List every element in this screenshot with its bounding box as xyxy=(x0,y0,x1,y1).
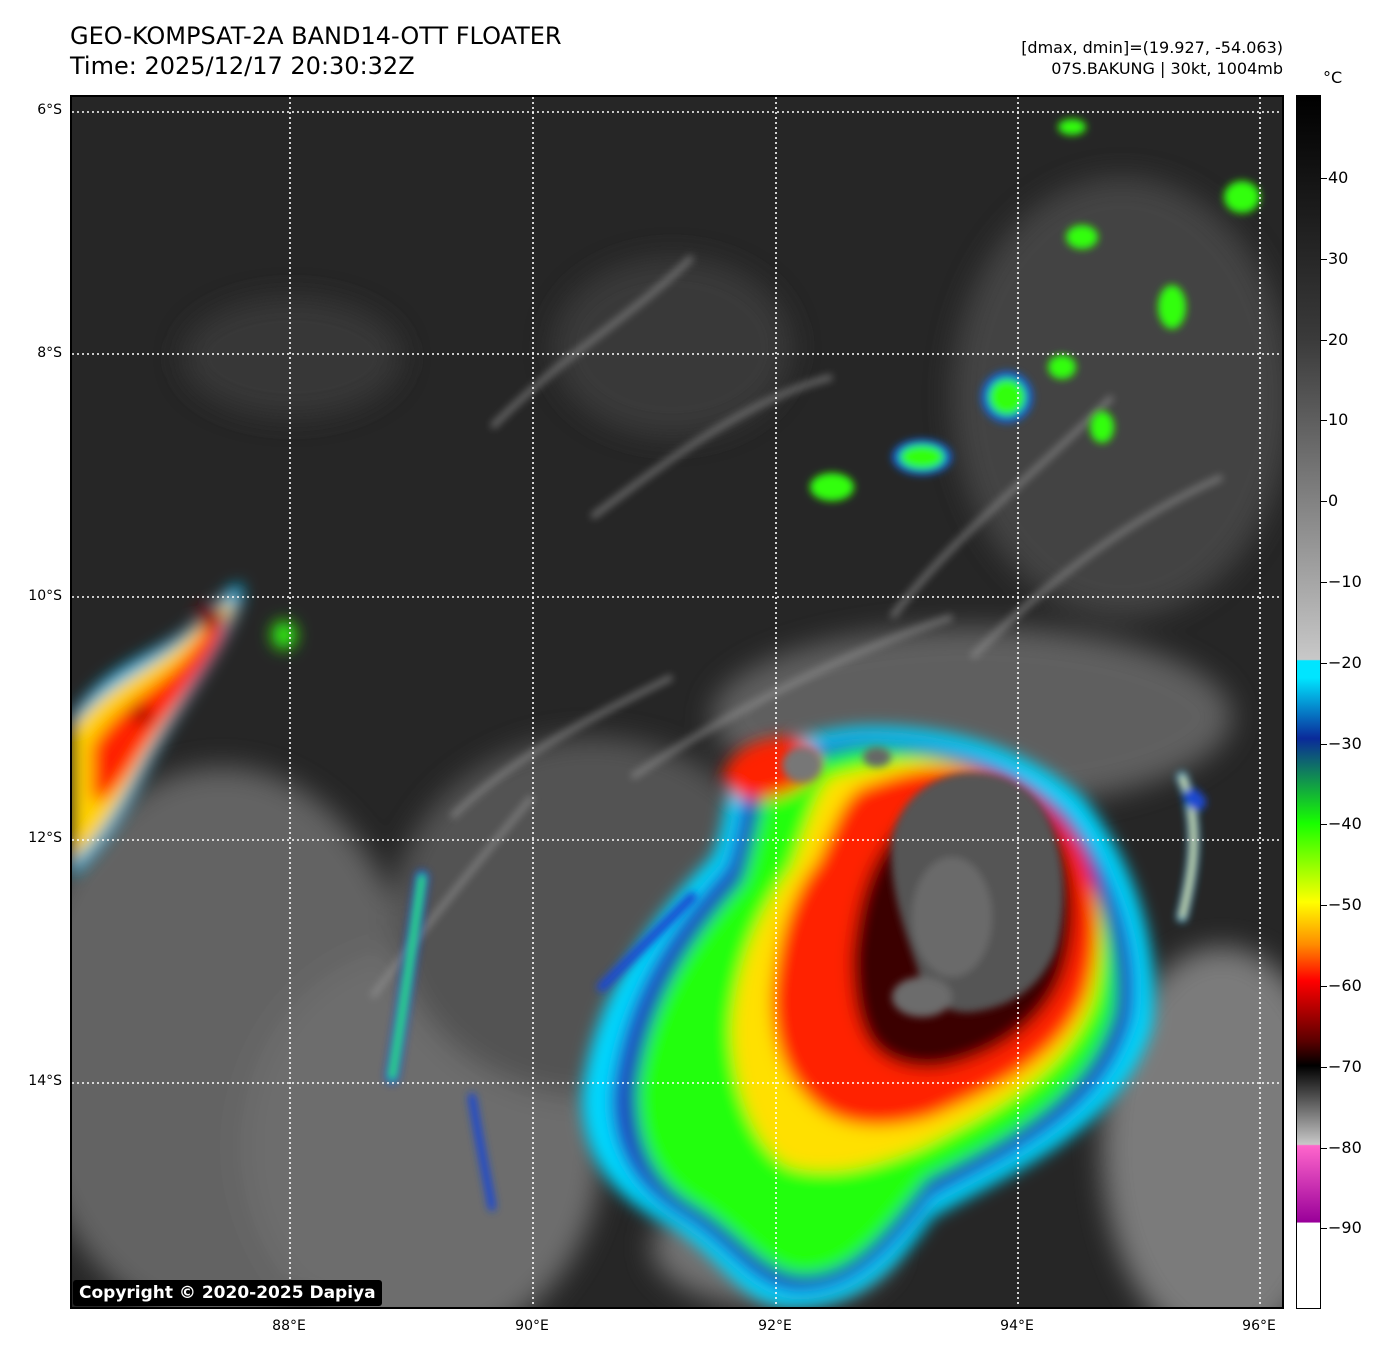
figure-time: Time: 2025/12/17 20:30:32Z xyxy=(70,52,415,80)
lon-label-90e: 90°E xyxy=(515,1318,549,1334)
data-range: [dmax, dmin]=(19.927, -54.063) xyxy=(1021,38,1283,57)
colorbar-tick xyxy=(1321,743,1327,745)
colorbar-tick xyxy=(1321,662,1327,664)
colorbar-tick xyxy=(1321,178,1327,179)
colorbar-tick-label: 40 xyxy=(1328,168,1349,187)
colorbar-tick xyxy=(1321,824,1327,826)
colorbar-unit: °C xyxy=(1323,68,1343,87)
lon-label-94e: 94°E xyxy=(1000,1318,1034,1334)
colorbar-tick-label: −10 xyxy=(1328,572,1362,591)
colorbar-tick-label: 0 xyxy=(1328,491,1339,511)
satellite-imagery xyxy=(72,97,1282,1307)
colorbar-tick-label: −70 xyxy=(1328,1056,1362,1076)
figure-title: GEO-KOMPSAT-2A BAND14-OTT FLOATER xyxy=(70,22,562,50)
colorbar-tick-label: −20 xyxy=(1328,652,1362,672)
gridlines xyxy=(72,97,1282,1307)
colorbar-tick xyxy=(1321,1066,1327,1068)
colorbar-tick xyxy=(1321,258,1327,260)
lat-label-10s: 10°S xyxy=(28,588,62,604)
colorbar-tick xyxy=(1321,1147,1327,1149)
storm-info: 07S.BAKUNG | 30kt, 1004mb xyxy=(1051,59,1283,78)
colorbar-tick-label: −90 xyxy=(1328,1218,1362,1238)
colorbar-tick xyxy=(1321,420,1327,422)
colorbar-tick-label: 30 xyxy=(1328,248,1349,268)
colorbar-tick-label: −40 xyxy=(1328,814,1362,834)
colorbar-tick-label: −30 xyxy=(1328,733,1362,753)
colorbar-tick-label: −60 xyxy=(1328,976,1362,995)
colorbar-tick-label: −80 xyxy=(1328,1137,1362,1157)
colorbar-tick-label: 10 xyxy=(1328,410,1349,430)
lon-label-88e: 88°E xyxy=(272,1318,306,1334)
lat-label-8s: 8°S xyxy=(37,345,62,361)
lat-label-12s: 12°S xyxy=(28,830,62,846)
lat-label-14s: 14°S xyxy=(28,1073,62,1089)
copyright-notice: Copyright © 2020-2025 Dapiya xyxy=(73,1280,382,1306)
lon-label-96e: 96°E xyxy=(1242,1318,1276,1334)
colorbar-tick xyxy=(1321,1228,1327,1230)
lon-label-92e: 92°E xyxy=(758,1318,792,1334)
colorbar-tick-label: −50 xyxy=(1328,895,1362,915)
colorbar-tick xyxy=(1321,905,1327,907)
satellite-map: Copyright © 2020-2025 Dapiya xyxy=(70,95,1284,1309)
lat-label-6s: 6°S xyxy=(37,102,62,118)
colorbar-tick xyxy=(1321,501,1327,503)
temperature-colorbar xyxy=(1296,95,1321,1309)
colorbar-tick-label: 20 xyxy=(1328,329,1349,349)
colorbar-tick xyxy=(1321,582,1327,583)
colorbar-tick xyxy=(1321,339,1327,341)
colorbar-tick xyxy=(1321,986,1327,987)
